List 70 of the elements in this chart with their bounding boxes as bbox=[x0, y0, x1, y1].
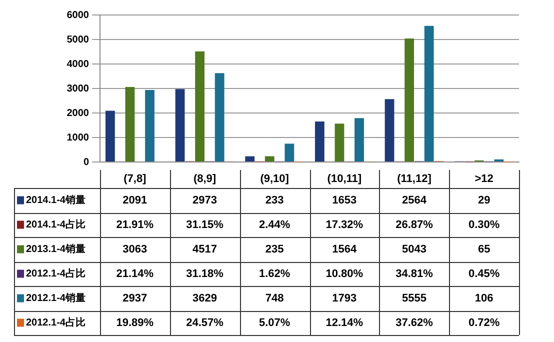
data-label: 0.45% bbox=[468, 268, 500, 280]
data-label: 1653 bbox=[332, 194, 357, 206]
data-label: 5555 bbox=[402, 292, 426, 304]
x-tick-label: >12 bbox=[474, 173, 494, 186]
data-label: 2937 bbox=[122, 292, 148, 304]
x-tick-label: (10,11] bbox=[327, 173, 362, 186]
bar bbox=[384, 99, 394, 162]
data-label: 1.62% bbox=[258, 268, 290, 280]
data-label: 3063 bbox=[122, 243, 148, 256]
data-label: 31.18% bbox=[186, 268, 224, 280]
bar bbox=[314, 122, 324, 162]
x-tick-label: (7,8] bbox=[124, 173, 147, 186]
y-tick-label: 2000 bbox=[66, 108, 90, 119]
bar bbox=[245, 156, 255, 162]
data-label: 106 bbox=[474, 292, 494, 304]
legend-label: 2013.1-4销量 bbox=[26, 243, 86, 255]
data-label: 2973 bbox=[192, 194, 217, 206]
bar bbox=[214, 73, 224, 162]
data-label: 1793 bbox=[332, 292, 357, 304]
bar bbox=[145, 90, 154, 162]
data-label: 2564 bbox=[402, 194, 428, 206]
data-label: 235 bbox=[265, 243, 284, 256]
y-tick-label: 3000 bbox=[66, 83, 90, 94]
y-tick-label: 1000 bbox=[66, 132, 90, 144]
bar bbox=[424, 26, 434, 162]
data-label: 10.80% bbox=[326, 268, 364, 280]
bar bbox=[195, 51, 205, 162]
legend-label: 2012.1-4销量 bbox=[26, 292, 86, 304]
data-label: 748 bbox=[265, 292, 284, 304]
bar bbox=[175, 89, 185, 162]
data-label: 21.14% bbox=[116, 268, 154, 280]
y-tick-label: 4000 bbox=[66, 58, 90, 70]
data-label: 1564 bbox=[332, 243, 358, 256]
bar bbox=[105, 110, 115, 162]
data-label: 12.14% bbox=[326, 316, 364, 329]
data-label: 29 bbox=[478, 194, 490, 206]
data-label: 24.57% bbox=[186, 316, 224, 329]
data-label: 19.89% bbox=[116, 316, 154, 329]
legend-label: 2012.1-4占比 bbox=[26, 316, 86, 328]
legend-label: 2012.1-4占比 bbox=[26, 268, 86, 280]
y-tick-label: 5000 bbox=[66, 34, 90, 46]
data-label: 4517 bbox=[192, 243, 217, 256]
legend-label: 2014.1-4占比 bbox=[26, 218, 86, 230]
legend-label: 2014.1-4销量 bbox=[26, 194, 86, 206]
data-label: 2091 bbox=[122, 194, 148, 206]
data-label: 3629 bbox=[192, 292, 217, 304]
bar bbox=[404, 38, 414, 162]
x-tick-label: (8,9] bbox=[193, 173, 216, 186]
data-label: 31.15% bbox=[186, 218, 224, 231]
bar bbox=[264, 156, 274, 162]
data-label: 26.87% bbox=[396, 218, 434, 231]
data-label: 65 bbox=[478, 243, 490, 256]
data-label: 17.32% bbox=[326, 218, 364, 231]
bar bbox=[125, 86, 135, 162]
data-label: 34.81% bbox=[396, 268, 434, 280]
data-label: 2.44% bbox=[258, 218, 290, 231]
x-tick-label: (11,12] bbox=[397, 173, 432, 186]
data-label: 0.30% bbox=[468, 218, 500, 231]
data-label: 21.91% bbox=[116, 218, 154, 231]
y-tick-label: 0 bbox=[83, 156, 90, 168]
data-label: 37.62% bbox=[396, 316, 434, 329]
x-tick-label: (9,10] bbox=[260, 173, 290, 186]
data-label: 0.72% bbox=[468, 316, 500, 329]
data-label: 5.07% bbox=[258, 316, 290, 329]
y-tick-label: 6000 bbox=[66, 10, 90, 21]
bar bbox=[354, 118, 364, 162]
bar bbox=[284, 144, 294, 162]
data-label: 233 bbox=[265, 194, 284, 206]
data-label: 5043 bbox=[402, 243, 426, 256]
bar bbox=[334, 124, 344, 162]
